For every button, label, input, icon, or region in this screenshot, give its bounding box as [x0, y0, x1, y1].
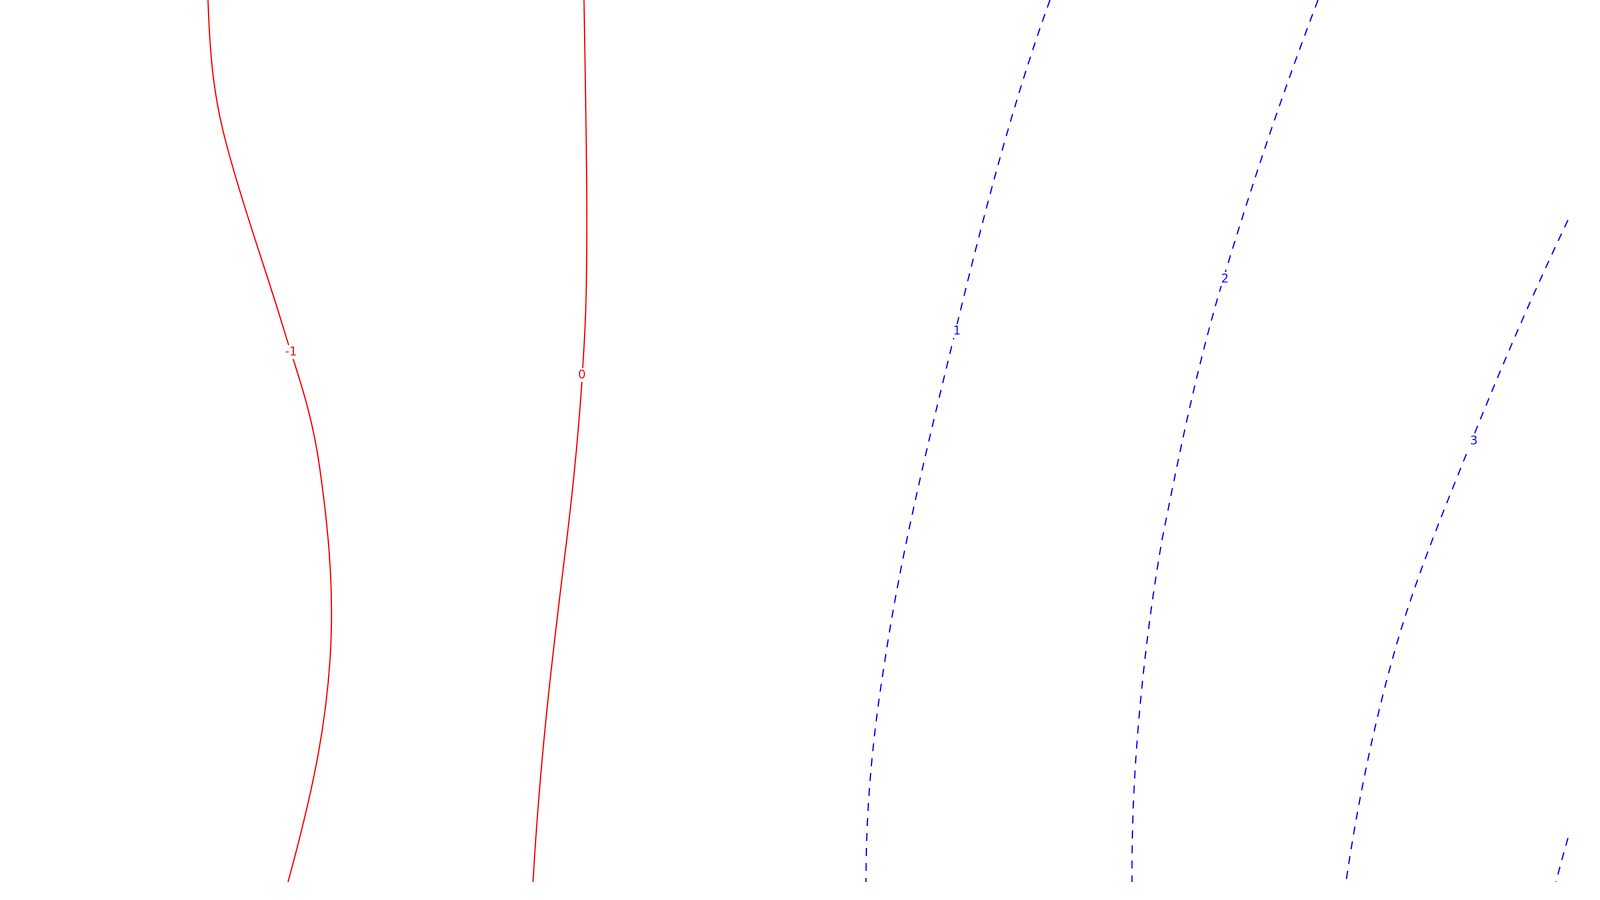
contour-lines [207, 0, 1569, 883]
contour-line-level-2 [1131, 0, 1319, 883]
contour-label-level-neg1: -1 [285, 345, 297, 359]
contour-label-level-1: 1 [953, 324, 961, 338]
contour-line-level-neg1 [207, 0, 333, 883]
contour-label-background [1218, 272, 1232, 286]
contour-line-level-0 [532, 0, 588, 883]
contour-label-level-3: 3 [1470, 434, 1478, 448]
contour-label-level-0: 0 [578, 368, 586, 382]
contour-line-level-4 [1555, 837, 1569, 883]
contour-label-level-2: 2 [1221, 272, 1229, 286]
contour-label-background [284, 345, 298, 359]
contour-label-background [575, 368, 589, 382]
contour-label-background [1467, 434, 1481, 448]
contour-line-level-3 [1345, 219, 1569, 883]
contour-label-background [950, 324, 964, 338]
contour-labels: -1 0 1 2 3 [284, 272, 1481, 448]
